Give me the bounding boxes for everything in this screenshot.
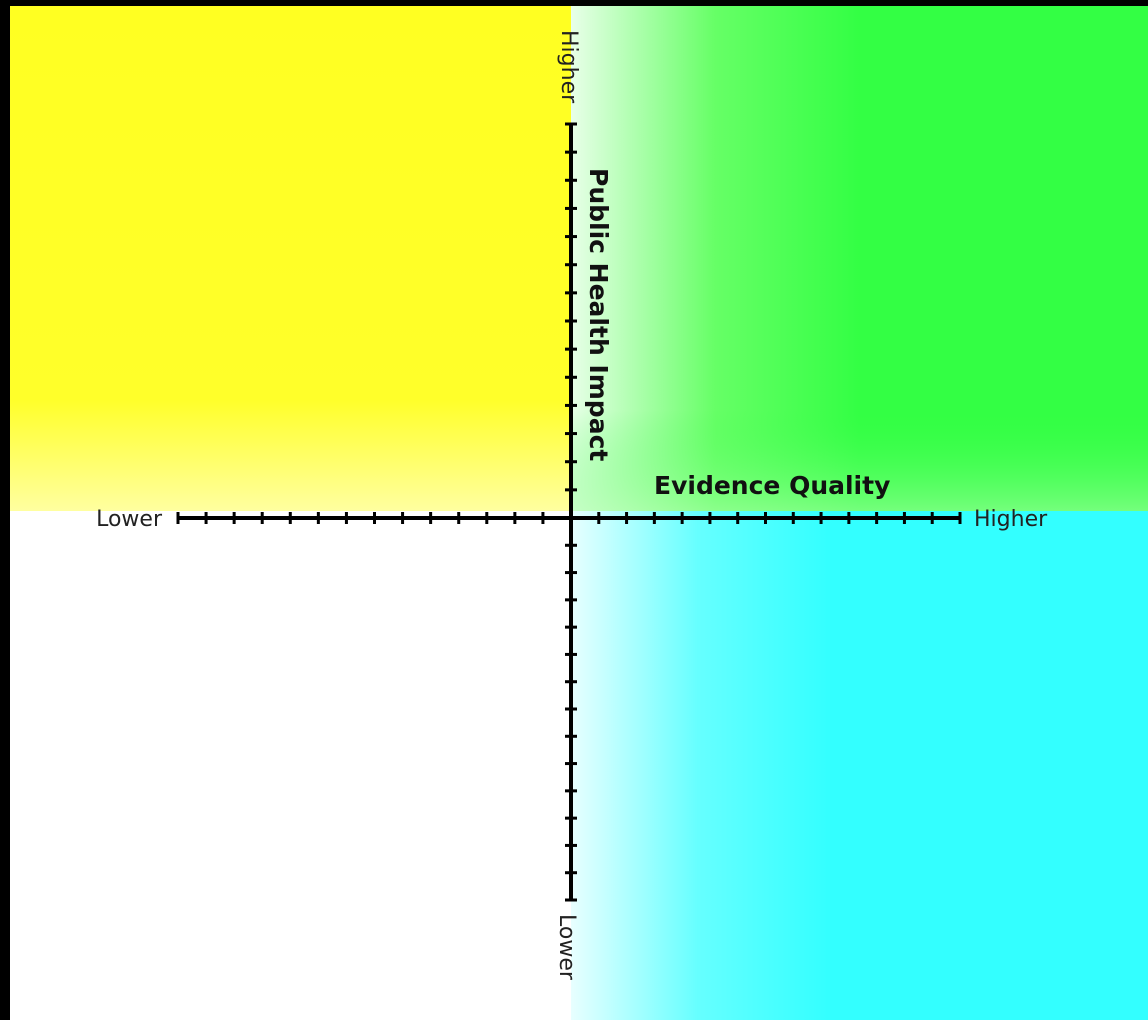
quadrant-top-right-fade	[571, 6, 1148, 511]
x-axis-low-label: Lower	[96, 507, 163, 532]
y-axis-low-label: Lower	[554, 914, 579, 981]
x-axis-title: Evidence Quality	[654, 471, 890, 500]
quadrant-top-left	[10, 6, 571, 511]
quadrant-bottom-left	[10, 511, 571, 1020]
axes	[176, 122, 962, 902]
x-axis-ticks	[176, 512, 962, 524]
quadrant-bottom-right	[571, 511, 1148, 1020]
y-axis-title: Public Health Impact	[584, 168, 613, 461]
y-axis-ticks	[565, 122, 577, 902]
y-axis-high-label: Higher	[556, 30, 581, 104]
x-axis-high-label: Higher	[974, 507, 1048, 532]
